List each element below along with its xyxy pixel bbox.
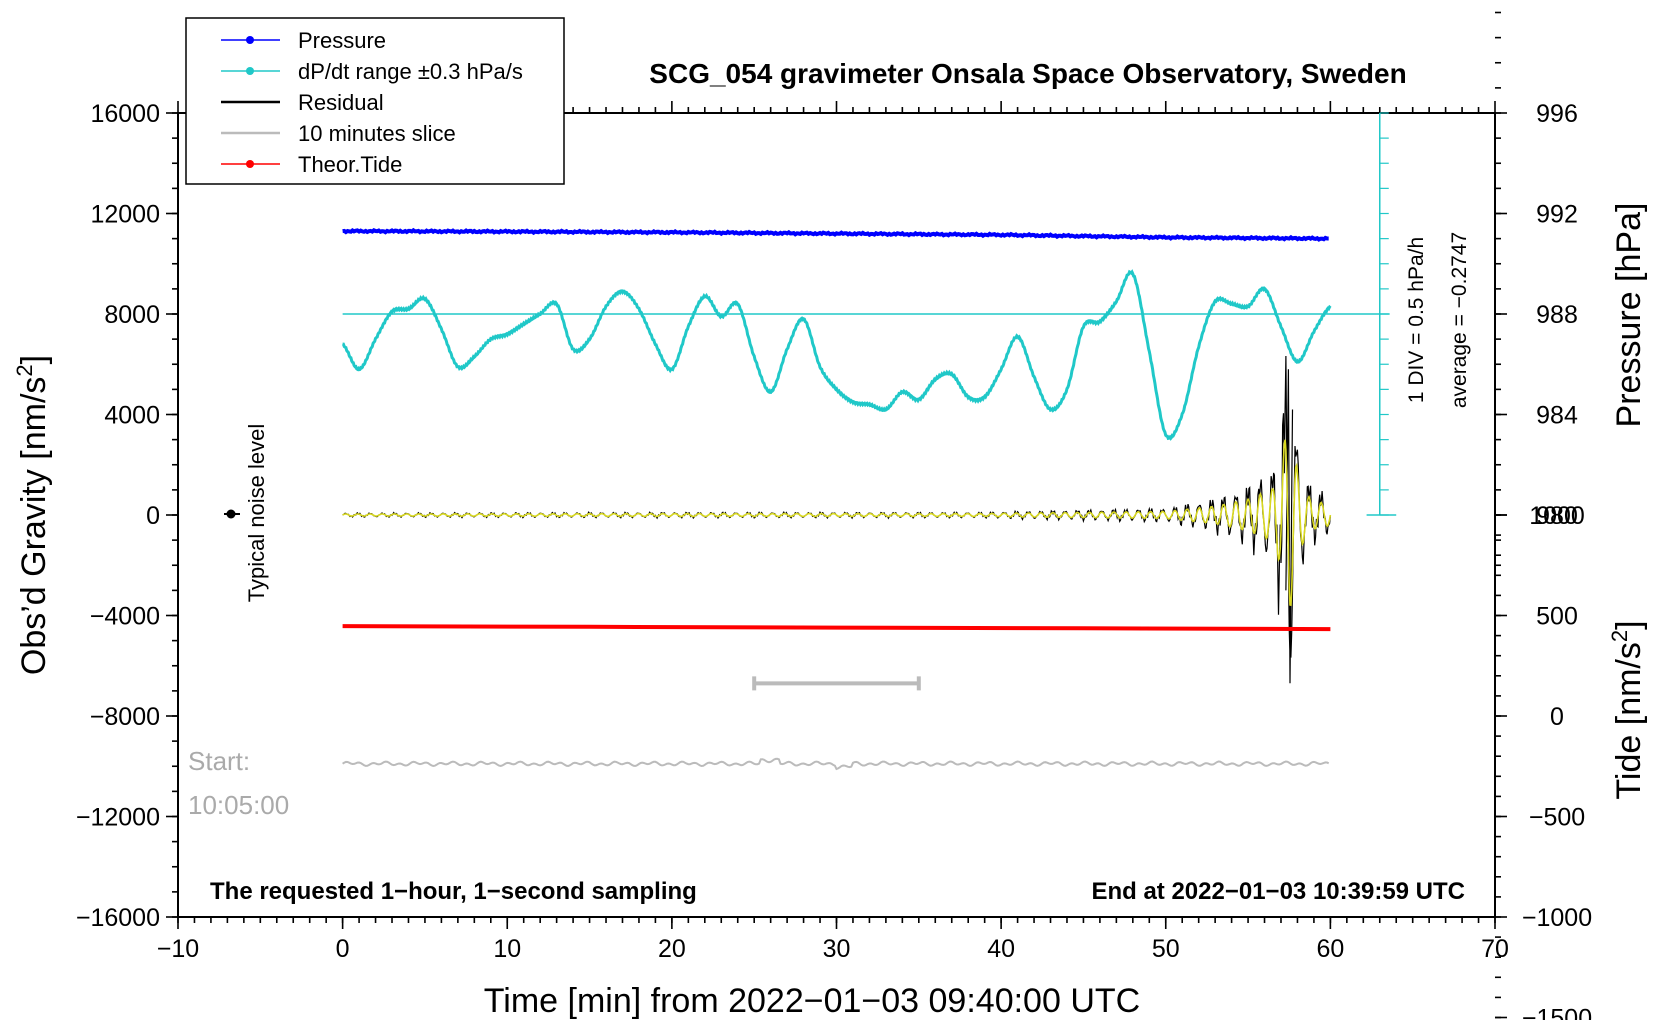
chart-title: SCG_054 gravimeter Onsala Space Observat… [649,58,1406,89]
y-axis-title: Obs’d Gravity [nm/s2] [12,355,53,675]
tide-axis-title-sup: 2 [1607,630,1632,642]
pressure-tick-label: 984 [1536,402,1578,430]
x-tick-label: 10 [493,935,521,963]
legend-label: Pressure [298,28,386,53]
x-axis-title: Time [min] from 2022−01−03 09:40:00 UTC [484,982,1140,1020]
tide-tick-label: −1000 [1522,904,1592,932]
y-tick-label: 8000 [104,301,160,329]
dpdt-average-label: average = −0.2747 [1448,232,1471,408]
ten-minute-slice-bar [752,676,921,691]
start-time: 10:05:00 [188,790,289,820]
pressure-tick-label: 980 [1536,502,1578,530]
tide-tick-label: 0 [1550,703,1564,731]
dpdt-scale-label: 1 DIV = 0.5 hPa/h [1405,237,1428,403]
legend-items: Pressure dP/dt range ±0.3 hPa/s Residual 10… [221,28,523,177]
dpdt-series-line [341,269,1332,441]
tide-tick-label: −500 [1529,804,1585,832]
legend-swatch-dot [246,36,254,44]
x-tick-label: 50 [1152,935,1180,963]
noise-level-label: Typical noise level [244,424,269,603]
footer-left-note: The requested 1−hour, 1−second sampling [210,878,697,905]
y-axis-title-end: ] [15,355,53,364]
legend-swatch-dot [246,160,254,168]
tide-tick-label: −1500 [1522,1005,1592,1020]
footer-right-note: End at 2022−01−03 10:39:59 UTC [1091,878,1465,905]
x-axis-ticks: −10 0 10 20 30 40 50 60 70 [157,917,1509,963]
start-slice-trace [342,757,1330,771]
pressure-tick-label: 996 [1536,100,1578,128]
legend-label: 10 minutes slice [298,121,456,146]
x-tick-label: 70 [1481,935,1509,963]
y-tick-label: −8000 [90,703,160,731]
pressure-axis-ticks: 996 992 988 984 980 [1495,11,1578,567]
x-tick-label: −10 [157,935,199,963]
y-tick-label: 0 [146,502,160,530]
legend-label: Residual [298,90,384,115]
x-tick-label: 60 [1316,935,1344,963]
y-axis-ticks: 16000 12000 8000 4000 0 −4000 −8000 −12000 −1600… [76,100,178,932]
tide-series-line [342,624,1331,632]
start-label: Start: [188,746,250,776]
noise-level-marker [226,509,236,519]
legend-label: dP/dt range ±0.3 hPa/s [298,59,523,84]
pressure-tick-label: 988 [1536,301,1578,329]
y-axis-title-main: Obs’d Gravity [nm/s [15,377,53,676]
x-tick-label: 20 [658,935,686,963]
x-tick-label: 40 [987,935,1015,963]
tide-axis-title: Tide [nm/s2] [1607,620,1648,799]
pressure-axis-title: Pressure [hPa] [1610,203,1648,428]
pressure-series-line [342,227,1329,242]
x-tick-label: 0 [336,935,350,963]
legend-label: Theor.Tide [298,152,402,177]
tide-axis-ticks: 1000 500 0 −500 −1000 −1500 [1495,502,1592,1020]
y-tick-label: 12000 [90,201,160,229]
tide-axis-title-main: Tide [nm/s [1610,642,1648,799]
pressure-tick-label: 992 [1536,201,1578,229]
y-tick-label: −4000 [90,603,160,631]
y-tick-label: −12000 [76,804,160,832]
y-tick-label: −16000 [76,904,160,932]
tide-axis-title-end: ] [1610,620,1648,629]
legend-swatch-dot [246,67,254,75]
tide-tick-label: 1000 [1529,502,1585,530]
filtered-series-line [342,439,1332,607]
y-tick-label: 16000 [90,100,160,128]
x-tick-label: 30 [823,935,851,963]
y-axis-title-sup: 2 [12,364,37,376]
y-tick-label: 4000 [104,402,160,430]
legend: Pressure dP/dt range ±0.3 hPa/s Residual 10… [185,17,565,185]
tide-tick-label: 500 [1536,603,1578,631]
